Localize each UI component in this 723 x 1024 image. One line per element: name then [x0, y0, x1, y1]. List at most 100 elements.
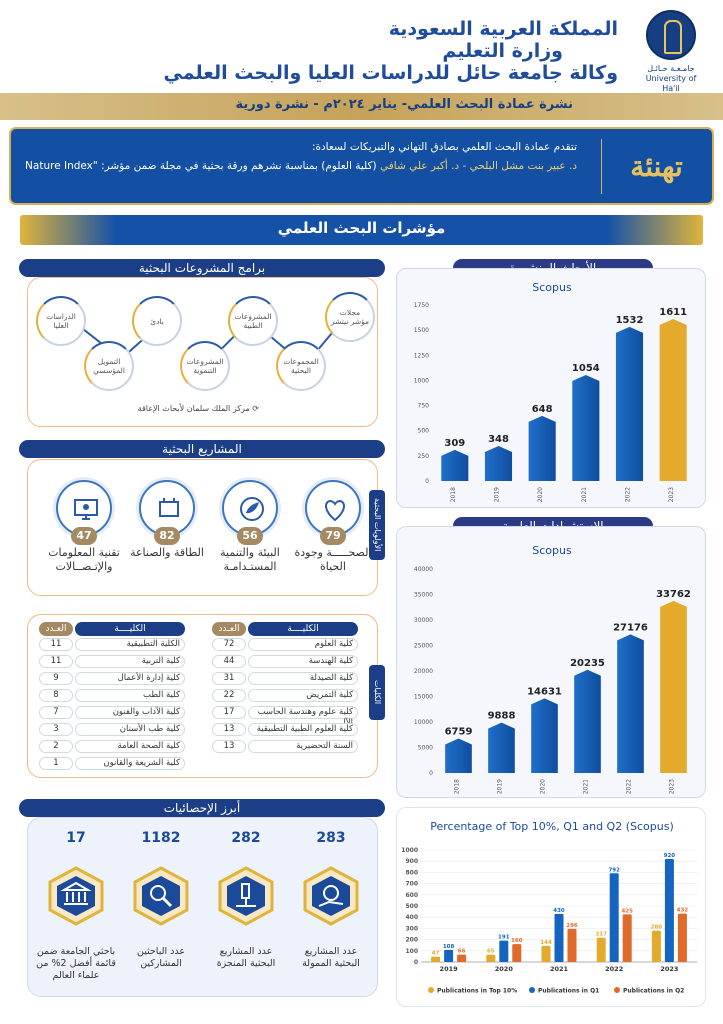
bar-value-label: 65: [487, 949, 495, 955]
bar: [567, 928, 577, 962]
bar-value-label: 1532: [616, 315, 644, 326]
bar-value-label: 33762: [656, 589, 691, 600]
y-tick-label: 30000: [414, 617, 433, 624]
project-count: 82: [154, 527, 180, 545]
x-tick-label: 2020: [537, 487, 544, 502]
university-icon: [48, 866, 104, 926]
y-tick-label: 15000: [414, 694, 433, 701]
college-count: 2: [39, 740, 73, 753]
y-tick-label: 100: [405, 948, 418, 955]
college-name: كلية طب الأسنان: [75, 723, 185, 736]
bar: [660, 600, 687, 773]
x-tick-label: 2021: [583, 779, 590, 794]
bar: [512, 944, 522, 962]
bar-value-label: 425: [621, 908, 633, 914]
y-tick-label: 35000: [414, 592, 433, 599]
x-tick-label: 2023: [668, 487, 675, 502]
header-deanship: وكالة جامعة حائل للدراسات العليا والبحث …: [163, 62, 618, 84]
bar-value-label: 309: [444, 438, 465, 449]
bar: [486, 954, 496, 962]
y-tick-label: 0: [429, 770, 433, 777]
header-country: المملكة العربية السعودية: [388, 18, 618, 40]
header-ministry: وزارة التعليم: [442, 40, 563, 62]
bar-value-label: 6759: [445, 727, 473, 738]
congrats-reason: (كلية العلوم) بمناسبة نشرهم ورقة بحثية ف…: [25, 160, 377, 172]
project-count: 56: [237, 527, 263, 545]
bar: [484, 446, 513, 481]
bar-value-label: 9888: [488, 711, 516, 722]
congrats-body: د. عبير بنت مشل البلحي - د. أكبر علي شاف…: [17, 159, 577, 174]
project-label: الطاقة والصناعة: [130, 546, 204, 559]
x-tick-label: 2019: [440, 965, 459, 973]
y-tick-label: 5000: [418, 745, 433, 752]
bar: [609, 873, 619, 962]
bar: [431, 956, 441, 962]
researcher-icon: [133, 866, 189, 926]
legend-marker: [614, 987, 620, 993]
college-count: 3: [39, 723, 73, 736]
bar-value-label: 14631: [527, 686, 562, 697]
bar: [499, 940, 509, 962]
bar-value-label: 217: [595, 932, 607, 938]
health-project-icon: [305, 480, 361, 536]
stat-label: باحثي الجامعة ضمن قائمة أفضل 2% من علماء…: [36, 946, 116, 981]
program-node: المشروعات التنموية: [180, 341, 230, 391]
college-count: 72: [212, 638, 246, 651]
chart-title: Percentage of Top 10%, Q1 and Q2 (Scopus…: [430, 820, 674, 833]
bar: [615, 326, 644, 481]
chart-title: Scopus: [532, 544, 572, 557]
bar: [541, 945, 551, 962]
college-count-header: العـدد: [39, 622, 73, 636]
colleges-side-label: الكليات: [369, 665, 385, 720]
y-tick-label: 25000: [414, 643, 433, 650]
college-name: كلية إدارة الأعمال: [75, 672, 185, 685]
y-tick-label: 600: [405, 892, 418, 899]
bar: [664, 858, 674, 962]
y-tick-label: 0: [425, 478, 429, 485]
projects-title: المشاريع البحثية: [19, 440, 385, 458]
project-label: البيئة والتنمية المستـدامـة: [220, 546, 280, 573]
stats-panel: 283 282 1182 17 عدد المشاريع البحثية الم…: [27, 817, 378, 997]
congrats-word: تهنئة: [630, 150, 683, 183]
x-tick-label: 2018: [454, 779, 461, 794]
bar: [531, 698, 558, 773]
college-count: 22: [212, 689, 246, 702]
logo-text-en: University of Ha'il: [645, 74, 697, 93]
x-tick-label: 2023: [660, 965, 678, 973]
y-tick-label: 1250: [414, 352, 429, 359]
stat-label: عدد الباحثين المشاركين: [136, 946, 186, 969]
program-node: التمويل المؤسسي: [84, 341, 134, 391]
bar-value-label: 432: [677, 908, 689, 914]
y-tick-label: 10000: [414, 719, 433, 726]
y-tick-label: 800: [405, 869, 418, 876]
program-node: المجموعات البحثية: [276, 341, 326, 391]
y-tick-label: 1500: [414, 327, 429, 334]
program-node: مجلات مؤشر نيتشر: [325, 292, 375, 342]
bar-value-label: 348: [488, 434, 509, 445]
bar-value-label: 430: [553, 908, 565, 914]
bar-value-label: 792: [608, 867, 620, 873]
logo-text-ar: جامـعـة حـائـل: [647, 64, 695, 73]
college-count: 9: [39, 672, 73, 685]
x-tick-label: 2021: [550, 965, 569, 973]
indicators-banner: [20, 215, 703, 245]
college-col-header: الكليــــة: [75, 622, 185, 636]
money-hand-icon: [303, 866, 359, 926]
x-tick-label: 2020: [495, 965, 514, 973]
citations-panel: Scopus 0 5000 10000 15000 20000 25000 30000 3500…: [396, 526, 706, 798]
bar: [659, 318, 687, 481]
college-count: 11: [39, 655, 73, 668]
stat-value: 1182: [141, 830, 181, 846]
bar-value-label: 280: [651, 925, 663, 931]
bar: [572, 374, 600, 481]
bulletin-title: نشرة عمادة البحث العلمي- يناير ٢٠٢٤م - ن…: [235, 97, 573, 112]
x-tick-label: 2022: [626, 779, 633, 794]
y-tick-label: 300: [405, 925, 418, 932]
college-name: كلية العلوم: [248, 638, 358, 651]
environment-project-icon: [222, 480, 278, 536]
project-count: 47: [71, 527, 97, 545]
bar: [622, 914, 632, 962]
programs-footer: ⟳ مركز الملك سلمان لأبحاث الإعاقة: [138, 404, 259, 413]
bulletin-bar: [0, 93, 723, 120]
college-name: كلية علوم وهندسة الحاسب الآلي: [248, 706, 358, 728]
